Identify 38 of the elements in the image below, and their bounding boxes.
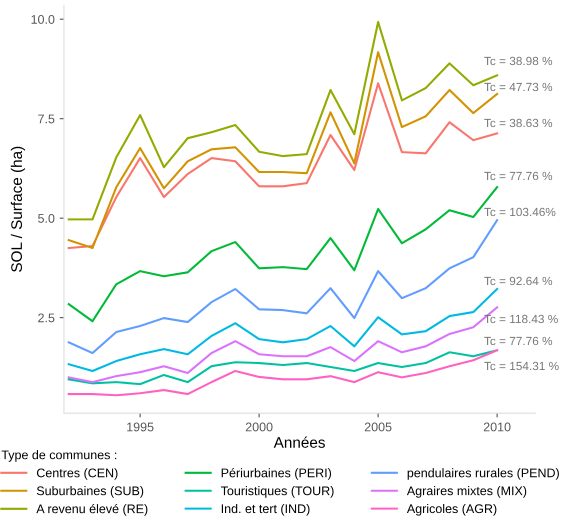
y-tick-label: 2.5 — [38, 313, 54, 322]
legend-label: Ind. et tert (IND) — [222, 504, 310, 516]
x-tick-label: 2005 — [364, 422, 392, 432]
annotation: Tc = 103.46% — [484, 208, 556, 216]
x-tick-label: 1995 — [127, 422, 154, 432]
legend-title: Type de communes : — [2, 450, 116, 462]
x-tick-label: 2010 — [484, 422, 511, 432]
line-series — [68, 82, 498, 250]
annotation: Tc = 77.76 % — [484, 336, 552, 346]
annotation: Tc = 47.73 % — [484, 82, 552, 92]
legend-label: Touristiques (TOUR) — [220, 486, 334, 498]
legend-label: pendulaires rurales (PEND) — [408, 468, 559, 480]
legend-label: Suburbaines (SUB) — [36, 486, 144, 498]
line-series — [68, 288, 498, 372]
legend-label: Agricoles (AGR) — [406, 504, 496, 516]
line-series — [68, 186, 498, 322]
x-tick-label: 2000 — [246, 422, 273, 432]
annotation: Tc = 154.31 % — [484, 362, 559, 370]
x-axis-title: Années — [274, 436, 325, 448]
legend-label: Périurbaines (PERI) — [222, 468, 332, 480]
annotation: Tc = 77.76 % — [484, 172, 552, 180]
y-tick-label: 7.5 — [38, 114, 54, 124]
line-series — [68, 20, 498, 220]
line-series — [68, 306, 498, 384]
legend-label: A revenu élevé (RE) — [36, 504, 148, 516]
y-tick-label: 10.0 — [32, 15, 54, 24]
annotation: Tc = 118.43 % — [484, 314, 558, 324]
y-axis-title: SOL / Surface (ha) — [10, 146, 26, 272]
legend-label: Centres (CEN) — [36, 468, 118, 480]
annotation: Tc = 38.98 % — [484, 56, 552, 66]
line-series — [68, 349, 498, 396]
line-series — [68, 51, 498, 250]
annotation: Tc = 92.64 % — [484, 276, 552, 286]
line-series — [68, 349, 498, 386]
annotation: Tc = 38.63 % — [484, 118, 552, 128]
line-series — [68, 219, 498, 354]
y-tick-label: 5.0 — [38, 214, 54, 223]
legend-label: Agraires mixtes (MIX) — [406, 486, 526, 498]
